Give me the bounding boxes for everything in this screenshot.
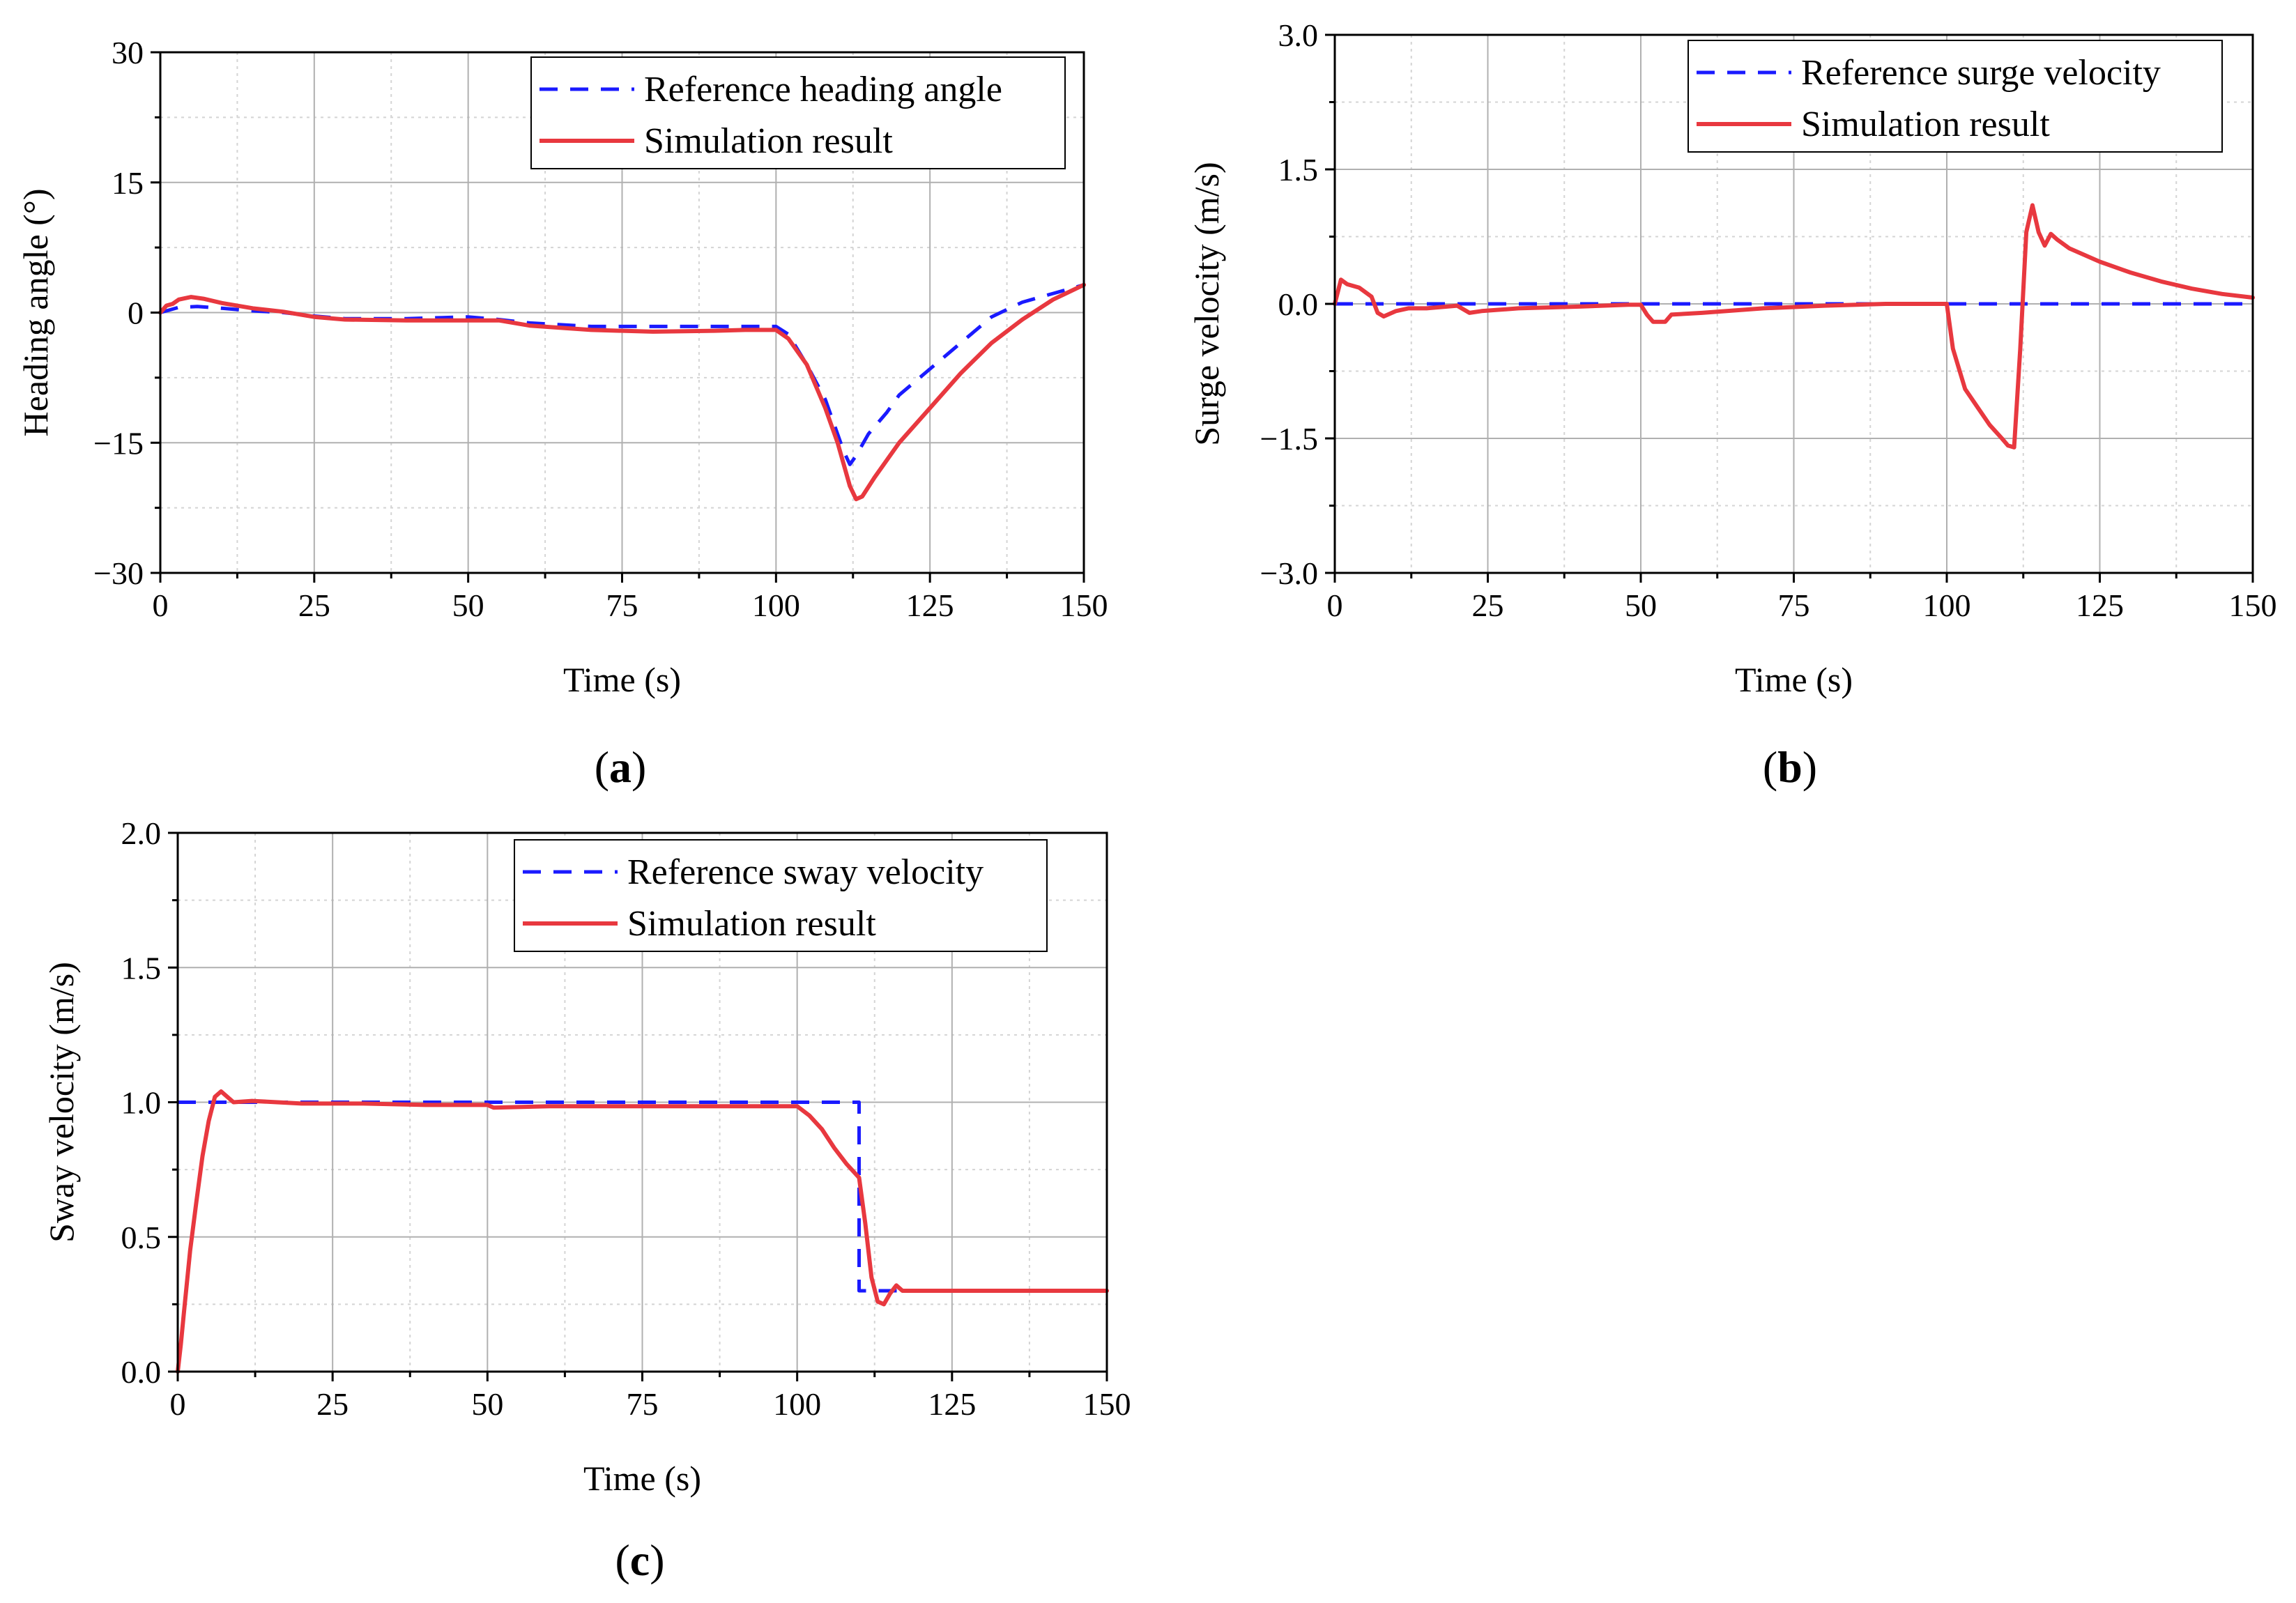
y-tick-label: 0.5 — [121, 1220, 162, 1255]
panel-c-sway-velocity-chart: 0 25 50 75 100 125 150 0.0 0.5 1.0 1.5 2.0 Time (s) S… — [42, 815, 1131, 1585]
x-tick-label: 25 — [1472, 588, 1504, 623]
x-tick-label: 150 — [1060, 588, 1108, 623]
x-axis-title: Time (s) — [583, 1459, 701, 1498]
x-tick-label: 75 — [627, 1386, 659, 1422]
ticks: 0 25 50 75 100 125 150 −3.0 −1.5 0.0 1.5 3.0 — [1260, 17, 2277, 623]
ticks: 0 25 50 75 100 125 150 −30 −15 0 15 30 — [93, 35, 1108, 623]
x-tick-label: 50 — [471, 1386, 503, 1422]
simulation-series-line — [158, 282, 1086, 502]
legend-entry-label: Simulation result — [627, 904, 876, 944]
panel-label-open-paren: ( — [595, 742, 609, 792]
x-tick-label: 150 — [1083, 1386, 1131, 1422]
x-tick-label: 25 — [316, 1386, 349, 1422]
y-tick-label: 0.0 — [1278, 286, 1319, 322]
legend-entry-label: Simulation result — [1801, 105, 2050, 144]
y-axis-title: Surge velocity (m/s) — [1187, 162, 1226, 445]
legend: Reference sway velocity Simulation result — [514, 839, 1048, 952]
y-tick-label: −1.5 — [1260, 421, 1318, 457]
y-tick-label: 0 — [128, 296, 144, 331]
legend-entry-label: Reference surge velocity — [1801, 53, 2161, 93]
panel-label-letter: b — [1777, 742, 1803, 792]
y-tick-label: 2.0 — [121, 815, 162, 851]
panel-label: (c) — [615, 1535, 664, 1585]
panel-label: (a) — [595, 742, 647, 792]
x-tick-label: 100 — [773, 1386, 821, 1422]
y-tick-label: 15 — [112, 165, 144, 201]
legend-box — [530, 56, 1066, 169]
x-tick-label: 125 — [2076, 588, 2124, 623]
x-tick-label: 0 — [1327, 588, 1343, 623]
legend-entry-label: Simulation result — [644, 121, 893, 161]
series-group — [1333, 203, 2255, 450]
panel-label-close-paren: ) — [650, 1535, 664, 1585]
x-tick-label: 0 — [170, 1386, 186, 1422]
x-tick-label: 75 — [1778, 588, 1810, 623]
x-tick-label: 50 — [1625, 588, 1657, 623]
simulation-series-line — [1333, 203, 2255, 450]
y-tick-label: −30 — [93, 555, 144, 591]
panel-label-open-paren: ( — [615, 1535, 629, 1585]
panel-label-close-paren: ) — [1803, 742, 1817, 792]
x-tick-label: 125 — [928, 1386, 976, 1422]
y-tick-label: 1.0 — [121, 1085, 162, 1121]
y-axis-title: Sway velocity (m/s) — [42, 962, 81, 1243]
legend-box — [514, 839, 1048, 952]
panel-label-letter: c — [630, 1535, 650, 1585]
series-group — [158, 282, 1086, 502]
panel-label-open-paren: ( — [1763, 742, 1777, 792]
panel-b-surge-velocity-chart: 0 25 50 75 100 125 150 −3.0 −1.5 0.0 1.5 3.0 Time (s… — [1187, 17, 2277, 792]
y-tick-label: 1.5 — [121, 950, 162, 985]
x-tick-label: 125 — [906, 588, 954, 623]
y-tick-label: −3.0 — [1260, 555, 1318, 591]
simulation-series-line — [176, 1089, 1109, 1374]
panel-label: (b) — [1763, 742, 1817, 792]
x-tick-label: 25 — [298, 588, 330, 623]
series-group — [176, 1089, 1109, 1374]
panel-label-close-paren: ) — [632, 742, 646, 792]
y-tick-label: −15 — [93, 425, 144, 461]
y-tick-label: 3.0 — [1278, 17, 1319, 53]
panel-label-letter: a — [609, 742, 632, 792]
x-tick-label: 150 — [2229, 588, 2277, 623]
x-tick-label: 100 — [1923, 588, 1971, 623]
legend-entry-label: Reference heading angle — [644, 70, 1002, 109]
legend: Reference heading angle Simulation result — [530, 56, 1066, 169]
y-tick-label: 1.5 — [1278, 152, 1319, 187]
x-tick-label: 75 — [606, 588, 638, 623]
x-tick-label: 100 — [752, 588, 800, 623]
legend-entry-label: Reference sway velocity — [627, 852, 984, 892]
legend: Reference surge velocity Simulation resul… — [1687, 40, 2223, 153]
panel-a-heading-angle-chart: 0 25 50 75 100 125 150 −30 −15 0 15 30 Time (s) Headi… — [16, 35, 1108, 792]
x-axis-title: Time (s) — [563, 660, 681, 699]
y-tick-label: 30 — [112, 35, 144, 70]
ticks: 0 25 50 75 100 125 150 0.0 0.5 1.0 1.5 2.0 — [121, 815, 1131, 1422]
x-tick-label: 0 — [153, 588, 169, 623]
legend-box — [1687, 40, 2223, 153]
x-axis-title: Time (s) — [1735, 660, 1853, 699]
y-axis-title: Heading angle (°) — [16, 189, 55, 437]
y-tick-label: 0.0 — [121, 1354, 162, 1390]
x-tick-label: 50 — [452, 588, 484, 623]
